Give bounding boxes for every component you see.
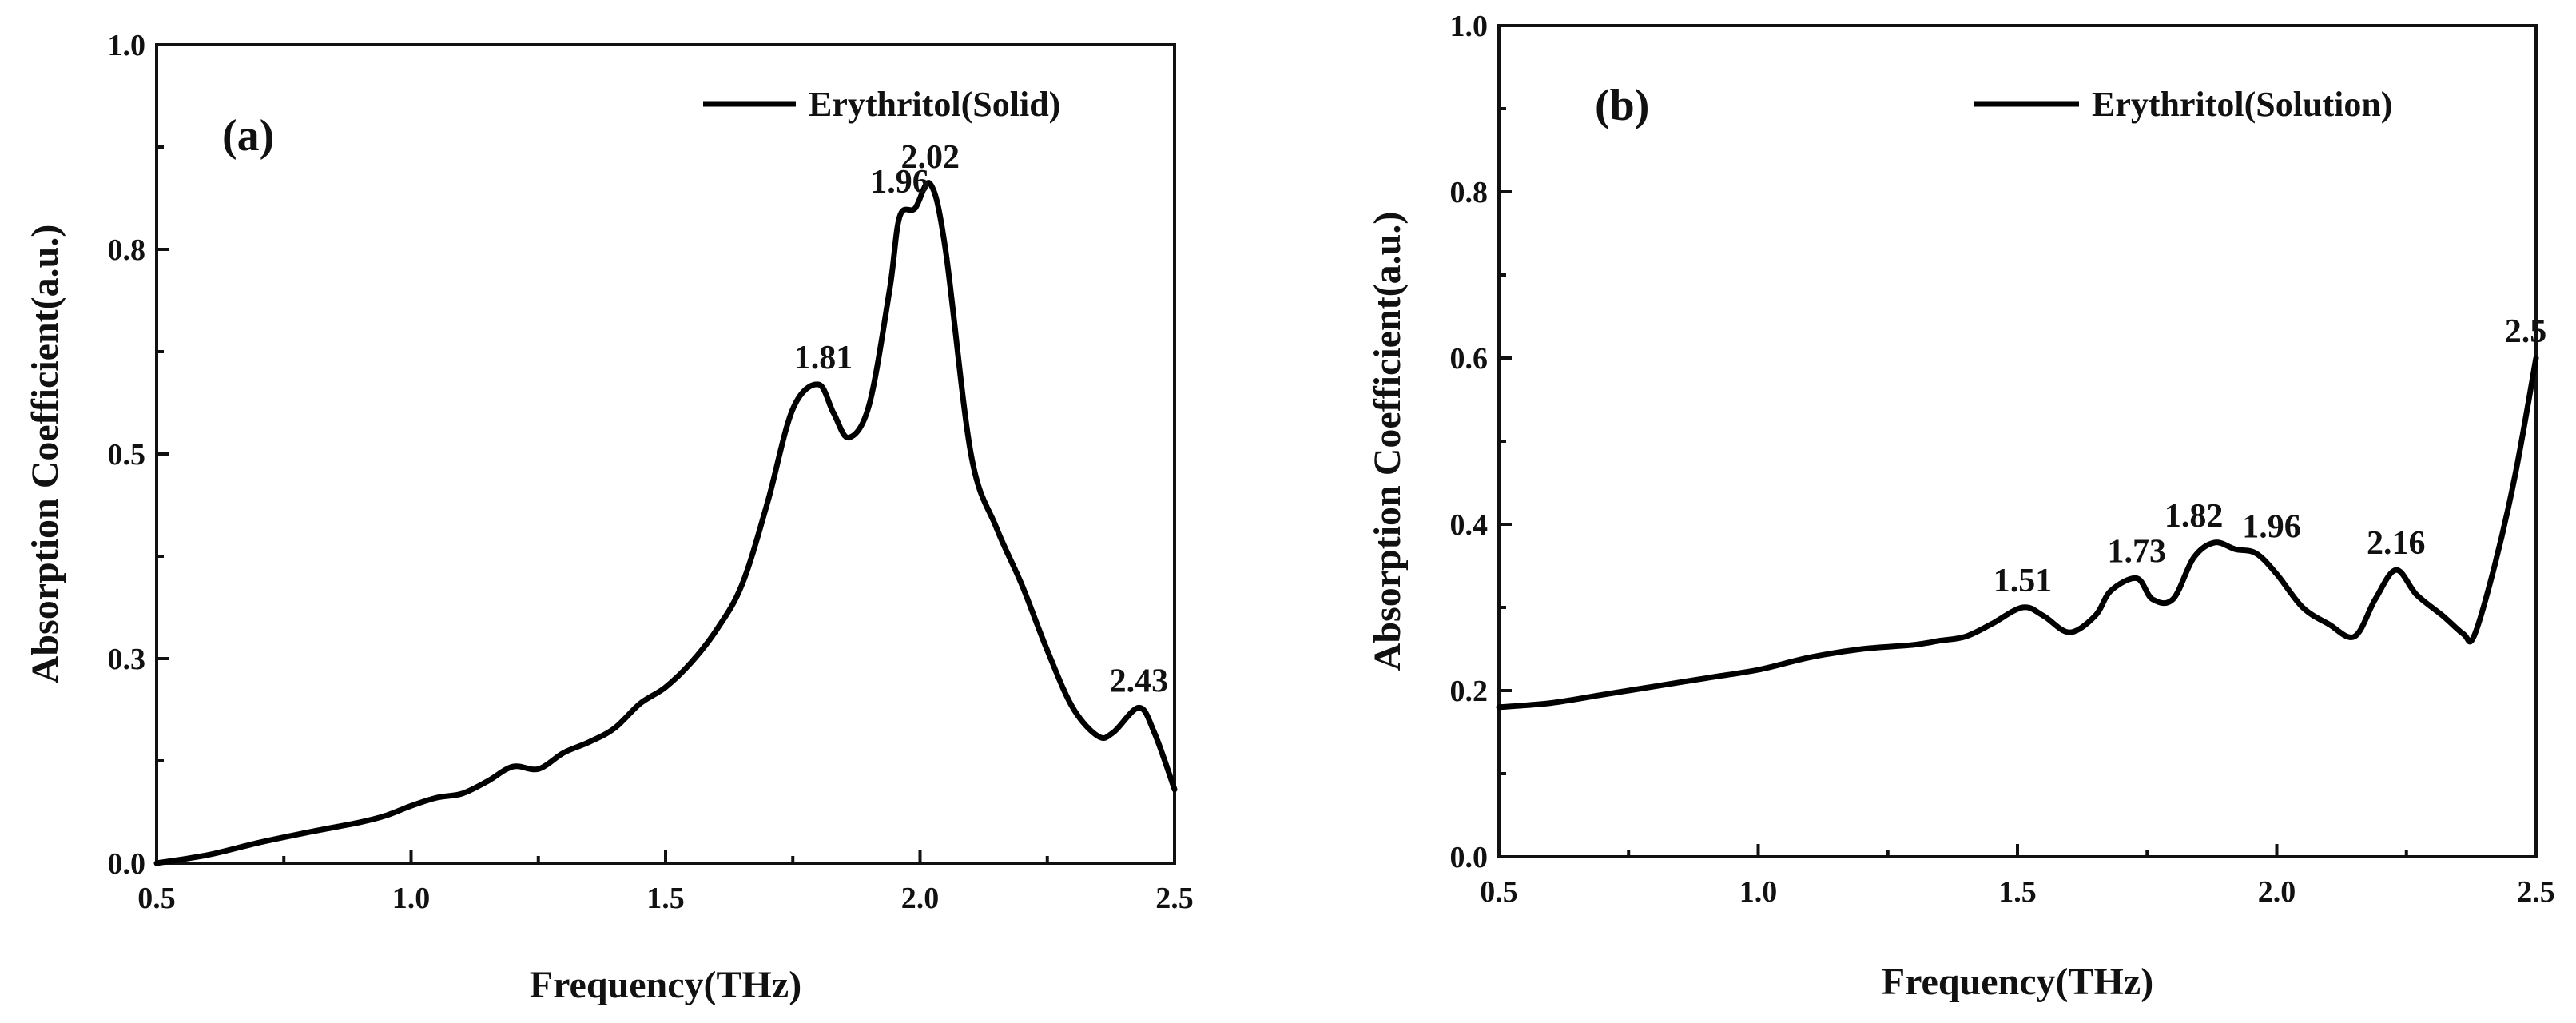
x-axis-title-b: Frequency(THz)	[1882, 961, 2153, 1003]
series-line-erythritol-solid	[153, 180, 1178, 866]
y-tick-label-b-0: 0.0	[1450, 841, 1489, 874]
x-tick-label-a-4: 2.5	[1155, 882, 1194, 915]
peak-label-b-3: 1.96	[2242, 508, 2301, 545]
y-ticks-a: 0.0 0.3 0.5 0.8 1.0	[108, 29, 169, 881]
peak-annotations-b: 1.51 1.731.82 1.96 2.16 2.5	[1994, 313, 2547, 599]
peak-label-a-0: 1.81	[794, 340, 853, 376]
y-ticks-b: 0.0 0.2 0.4 0.6 0.8 1.0	[1450, 10, 1512, 874]
peak-label-b-1: 1.73	[2108, 534, 2167, 571]
x-ticks-b: 0.5 1.0 1.5 2.0 2.5	[1480, 844, 2555, 909]
y-tick-label-a-0: 0.0	[108, 847, 146, 881]
x-tick-label-a-3: 2.0	[901, 882, 940, 915]
peak-label-b-4: 2.16	[2367, 525, 2426, 562]
y-tick-label-a-1: 0.3	[108, 643, 146, 676]
y-tick-label-b-2: 0.4	[1450, 508, 1489, 542]
peak-label-a-2: 2.02	[900, 139, 960, 176]
plot-frame-b	[1497, 24, 2538, 858]
peak-label-b-5: 2.5	[2505, 313, 2547, 350]
x-tick-label-a-2: 1.5	[646, 882, 685, 915]
y-axis-title-b: Absorption Coefficient(a.u.)	[1366, 212, 1409, 671]
peak-label-a-3: 2.43	[1110, 663, 1169, 699]
legend-label-a: Erythritol(Solid)	[809, 85, 1060, 124]
x-tick-label-b-1: 1.0	[1739, 875, 1778, 909]
peak-label-b-2: 1.82	[2165, 498, 2224, 535]
peak-label-b-0: 1.51	[1994, 563, 2053, 599]
y-tick-label-a-2: 0.5	[108, 438, 146, 472]
y-tick-label-a-3: 0.8	[108, 233, 146, 267]
panel-a: 0.5 1.0 1.5 2.0 2.5 0.0 0.3 0.5 0.8 1.0 1.81 1.96…	[24, 29, 1194, 1006]
x-tick-label-a-1: 1.0	[392, 882, 431, 915]
x-ticks-a: 0.5 1.0 1.5 2.0 2.5	[137, 850, 1194, 915]
x-tick-label-b-3: 2.0	[2258, 875, 2296, 909]
peak-label-a-1: 1.96	[870, 164, 929, 201]
y-tick-label-b-3: 0.6	[1450, 342, 1489, 376]
x-axis-title-a: Frequency(THz)	[530, 964, 801, 1006]
y-axis-title-a: Absorption Coefficient(a.u.)	[24, 225, 66, 684]
y-tick-label-b-1: 0.2	[1450, 675, 1489, 708]
y-tick-label-a-4: 1.0	[108, 29, 146, 62]
y-tick-label-b-5: 1.0	[1450, 10, 1489, 43]
peak-annotations-a: 1.81 1.962.02 2.43	[794, 139, 1168, 699]
x-tick-label-a-0: 0.5	[137, 882, 176, 915]
panel-label-b: (b)	[1595, 81, 1649, 130]
panel-label-a: (a)	[222, 111, 274, 161]
x-tick-label-b-2: 1.5	[1998, 875, 2037, 909]
legend-label-b: Erythritol(Solution)	[2092, 85, 2392, 124]
plot-frame-a	[155, 43, 1176, 865]
panel-b: 0.5 1.0 1.5 2.0 2.5 0.00.20.40.60.81.0 1.511…	[1366, 10, 2555, 1003]
x-tick-label-b-0: 0.5	[1480, 875, 1518, 909]
y-tick-label-b-4: 0.8	[1450, 176, 1489, 209]
x-tick-label-b-4: 2.5	[2517, 875, 2555, 909]
series-line-erythritol-solution	[1496, 355, 2539, 711]
